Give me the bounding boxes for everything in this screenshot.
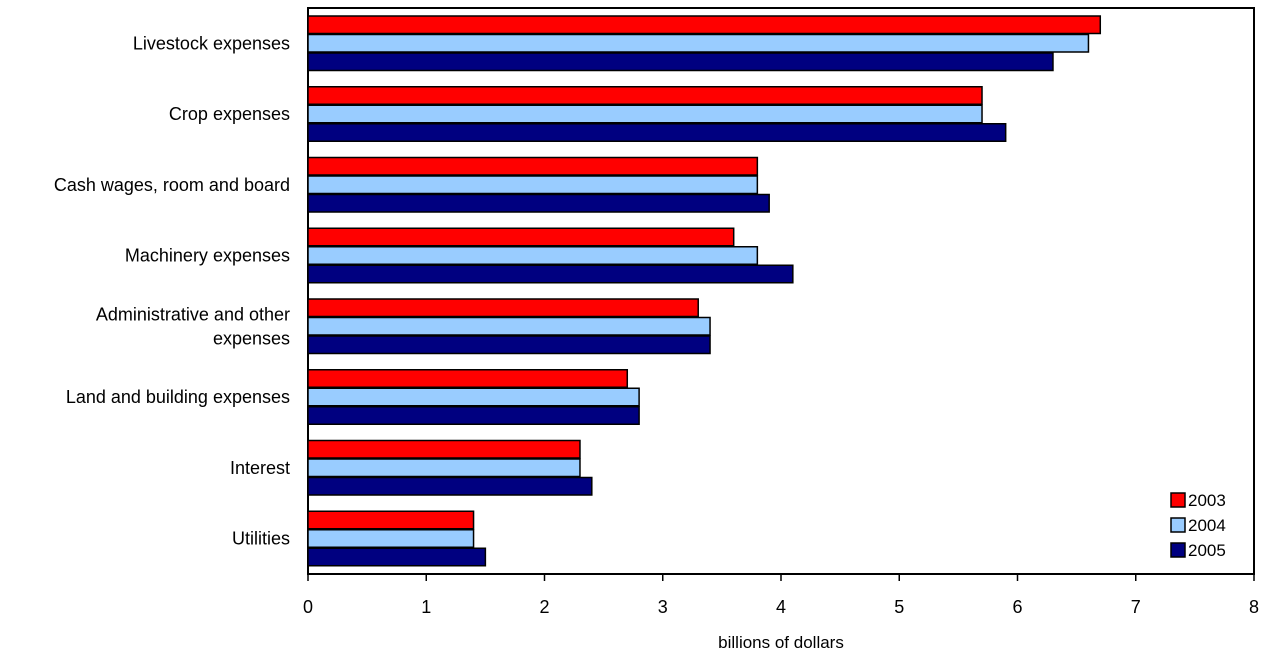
bar-2005-2 xyxy=(307,193,770,213)
category-label: Crop expenses xyxy=(169,104,290,124)
bar-2005-4 xyxy=(307,335,711,355)
bar-2004-3 xyxy=(307,246,759,265)
bar-2004-2 xyxy=(307,175,759,195)
category-label: Utilities xyxy=(232,529,290,549)
x-tick-label: 1 xyxy=(421,597,431,617)
legend-label-2003: 2003 xyxy=(1188,491,1226,510)
bar-2005-7 xyxy=(307,547,487,567)
legend-swatch-2004 xyxy=(1170,517,1186,533)
x-tick-label: 6 xyxy=(1012,597,1022,617)
x-tick-label: 2 xyxy=(539,597,549,617)
bar-2005-0 xyxy=(307,52,1054,72)
category-label: Livestock expenses xyxy=(133,33,290,53)
bar-2003-4 xyxy=(307,298,699,318)
bar-2004-5 xyxy=(307,387,640,407)
legend-swatch-2003 xyxy=(1170,492,1186,508)
bar-2003-6 xyxy=(307,439,581,459)
legend-label-2005: 2005 xyxy=(1188,541,1226,560)
category-label: Cash wages, room and board xyxy=(54,175,290,195)
x-axis: 0 1 2 3 4 5 6 7 8 xyxy=(303,574,1259,617)
bar-2003-0 xyxy=(307,15,1102,35)
x-tick-label: 5 xyxy=(894,597,904,617)
x-tick-label: 7 xyxy=(1131,597,1141,617)
bar-2003-3 xyxy=(307,227,735,247)
x-tick-label: 3 xyxy=(658,597,668,617)
bar-2005-3 xyxy=(307,264,794,284)
bars-group xyxy=(307,15,1102,567)
bar-2004-6 xyxy=(307,458,581,478)
bar-2004-7 xyxy=(307,529,475,548)
bar-2005-5 xyxy=(307,406,640,425)
x-axis-title: billions of dollars xyxy=(718,633,844,652)
bar-2004-0 xyxy=(307,33,1090,53)
category-label: Land and building expenses xyxy=(66,387,290,407)
x-tick-label: 4 xyxy=(776,597,786,617)
x-tick-label: 8 xyxy=(1249,597,1259,617)
bar-2005-6 xyxy=(307,476,593,496)
bar-2004-1 xyxy=(307,104,983,124)
category-labels: Livestock expenses Crop expenses Cash wage… xyxy=(54,33,290,548)
category-label: expenses xyxy=(213,328,290,348)
bar-2003-1 xyxy=(307,86,983,105)
bar-2004-4 xyxy=(307,316,711,336)
category-label: Machinery expenses xyxy=(125,246,290,266)
legend: 2003 2004 2005 xyxy=(1170,491,1226,560)
bar-2003-7 xyxy=(307,510,475,530)
bar-2005-1 xyxy=(307,123,1007,142)
x-tick-label: 0 xyxy=(303,597,313,617)
bar-2003-5 xyxy=(307,369,629,388)
bar-2003-2 xyxy=(307,156,759,176)
legend-label-2004: 2004 xyxy=(1188,516,1226,535)
category-label: Interest xyxy=(230,458,290,478)
legend-swatch-2005 xyxy=(1170,542,1186,558)
category-label: Administrative and other xyxy=(96,304,290,324)
